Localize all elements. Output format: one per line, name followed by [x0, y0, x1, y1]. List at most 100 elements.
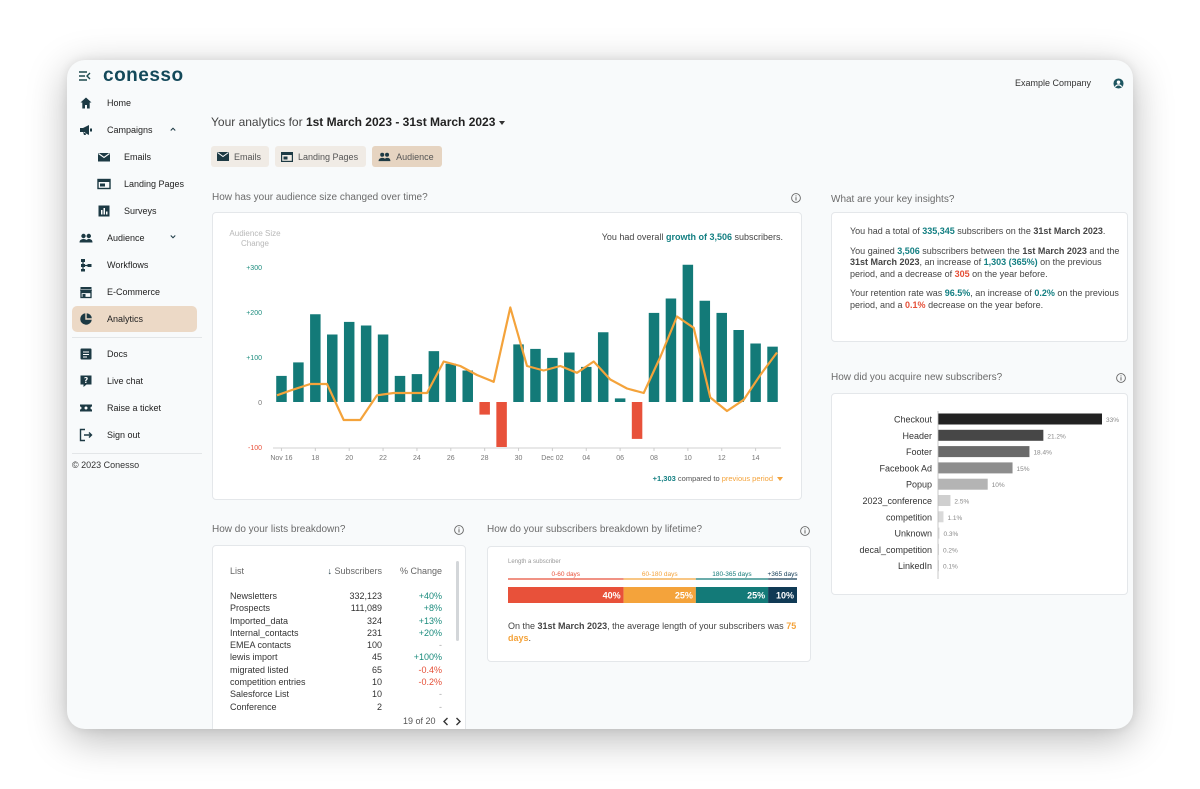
chart-bar	[581, 366, 592, 402]
column-header-subscribers[interactable]: ↓ Subscribers	[327, 566, 382, 576]
sidebar-item-analytics[interactable]: Analytics	[72, 306, 197, 332]
company-name[interactable]: Example Company	[1014, 78, 1091, 88]
table-row[interactable]: Newsletters 332,123 +40%	[230, 590, 455, 602]
info-icon[interactable]	[1116, 373, 1126, 383]
previous-period-dropdown[interactable]: previous period	[721, 474, 773, 483]
list-change: +100%	[413, 652, 442, 663]
chart-bar	[682, 264, 694, 402]
table-row[interactable]: migrated listed 65 -0.4%	[230, 664, 455, 676]
list-change: -0.2%	[418, 677, 442, 688]
sidebar-item-home[interactable]: Home	[72, 91, 197, 115]
chart-bar	[513, 344, 524, 402]
chart-bar	[614, 398, 626, 402]
date-range-selector[interactable]: Your analytics for 1st March 2023 - 31st…	[211, 115, 506, 129]
insights-card: You had a total of 335,345 subscribers o…	[831, 212, 1128, 342]
tab-label: Landing Pages	[298, 151, 359, 162]
lifetime-summary: On the 31st March 2023, the average leng…	[508, 621, 797, 643]
date-range-prefix: Your analytics for	[211, 115, 303, 129]
sort-down-arrow-icon: ↓	[327, 566, 332, 576]
user-avatar-icon[interactable]	[1113, 78, 1124, 89]
chevron-up-icon[interactable]	[170, 126, 176, 132]
scrollbar[interactable]	[456, 561, 459, 641]
audience-chart-question: How has your audience size changed over …	[212, 192, 428, 203]
people-icon	[79, 233, 93, 243]
lists-table: List ↓ Subscribers % Change Newsletters 3…	[230, 566, 455, 713]
acquisition-label: LinkedIn	[898, 561, 932, 571]
lifetime-segment-bar	[695, 587, 769, 603]
column-header-change[interactable]: % Change	[399, 566, 442, 576]
acquisition-label: Footer	[906, 447, 932, 457]
tab-landing-pages[interactable]: Landing Pages	[275, 146, 367, 167]
list-name: Imported_data	[230, 615, 289, 626]
x-tick-label: 26	[447, 455, 455, 462]
lifetime-segment-value: 10%	[776, 591, 794, 601]
chart-bar	[597, 332, 609, 402]
chart-bar	[733, 330, 744, 402]
analytics-tabs: Emails Landing Pages Audience	[211, 146, 442, 167]
sidebar-item-emails[interactable]: Emails	[72, 145, 197, 169]
table-header: List ↓ Subscribers % Change	[230, 566, 455, 576]
table-row[interactable]: Imported_data 324 +13%	[230, 615, 455, 627]
sidebar-item-live-chat[interactable]: ? Live chat	[72, 369, 197, 393]
tab-label: Emails	[234, 151, 262, 162]
lifetime-chart: Length a subscriber 0-60 days 40% 60-180 da…	[508, 559, 798, 603]
sidebar-item-label: Campaigns	[107, 125, 153, 135]
sidebar-item-label: Audience	[107, 233, 145, 243]
lists-question: How do your lists breakdown?	[212, 524, 346, 535]
tab-emails[interactable]: Emails	[211, 146, 270, 167]
caret-down-icon[interactable]	[777, 477, 783, 482]
info-icon[interactable]	[454, 525, 464, 535]
chevron-right-icon[interactable]	[455, 717, 462, 726]
list-subscribers: 332,123	[349, 591, 382, 601]
list-subscribers: 2	[376, 701, 382, 712]
sidebar-item-campaigns[interactable]: Campaigns	[72, 118, 197, 142]
date-range-value: 1st March 2023 - 31st March 2023	[305, 115, 496, 129]
column-header-list[interactable]: List	[230, 566, 245, 576]
acquisition-bar	[938, 511, 944, 523]
x-tick-label: 28	[481, 455, 489, 462]
chart-bar	[665, 298, 677, 402]
sidebar-item-audience[interactable]: Audience	[72, 226, 197, 250]
chart-bar	[462, 370, 473, 402]
info-icon[interactable]	[791, 193, 801, 203]
chart-bar	[479, 402, 490, 415]
chevron-down-icon[interactable]	[170, 234, 176, 240]
sidebar-item-raise-ticket[interactable]: Raise a ticket	[72, 396, 197, 420]
sidebar-item-landing-pages[interactable]: Landing Pages	[72, 172, 197, 196]
table-row[interactable]: EMEA contacts 100 -	[230, 639, 455, 651]
table-row[interactable]: Salesforce List 10 -	[230, 688, 455, 700]
sidebar-item-workflows[interactable]: Workflows	[72, 253, 197, 277]
logo[interactable]: conesso	[103, 65, 184, 86]
x-tick-label: 18	[311, 455, 319, 462]
table-row[interactable]: lewis import 45 +100%	[230, 651, 455, 663]
chevron-left-icon[interactable]	[442, 717, 449, 726]
sidebar-item-label: Sign out	[107, 430, 141, 440]
table-row[interactable]: Internal_contacts 231 +20%	[230, 627, 455, 639]
acquisition-value: 33%	[1106, 417, 1119, 424]
sidebar-item-sign-out[interactable]: Sign out	[72, 423, 197, 447]
chart-bar	[276, 375, 287, 402]
chart-bar	[293, 362, 304, 402]
sidebar-divider	[72, 453, 202, 454]
collapse-menu-icon[interactable]	[79, 71, 91, 81]
sidebar-item-e-commerce[interactable]: E-Commerce	[72, 280, 197, 304]
mail-icon	[98, 153, 110, 162]
chart-bar	[445, 363, 457, 402]
list-name: migrated listed	[230, 664, 289, 675]
list-change: -	[439, 701, 442, 712]
copyright: © 2023 Conesso	[72, 460, 140, 470]
table-row[interactable]: Prospects 111,089 +8%	[230, 602, 455, 614]
acquisition-label: Checkout	[894, 415, 933, 425]
list-change: -	[439, 689, 442, 700]
table-row[interactable]: competition entries 10 -0.2%	[230, 676, 455, 688]
info-icon[interactable]	[800, 526, 810, 536]
list-name: EMEA contacts	[230, 640, 292, 651]
sidebar-item-docs[interactable]: Docs	[72, 342, 197, 366]
acquisition-label: Popup	[906, 480, 932, 490]
insight-retention: Your retention rate was 96.5%, an increa…	[850, 288, 1119, 310]
table-row[interactable]: Conference 2 -	[230, 701, 455, 713]
lifetime-segment-bar	[508, 587, 624, 603]
tab-audience[interactable]: Audience	[372, 146, 442, 167]
sidebar-item-surveys[interactable]: Surveys	[72, 199, 197, 223]
acquisition-chart: Checkout 33% Header 21.2% Footer 18.4% Faceboo…	[859, 411, 1119, 579]
